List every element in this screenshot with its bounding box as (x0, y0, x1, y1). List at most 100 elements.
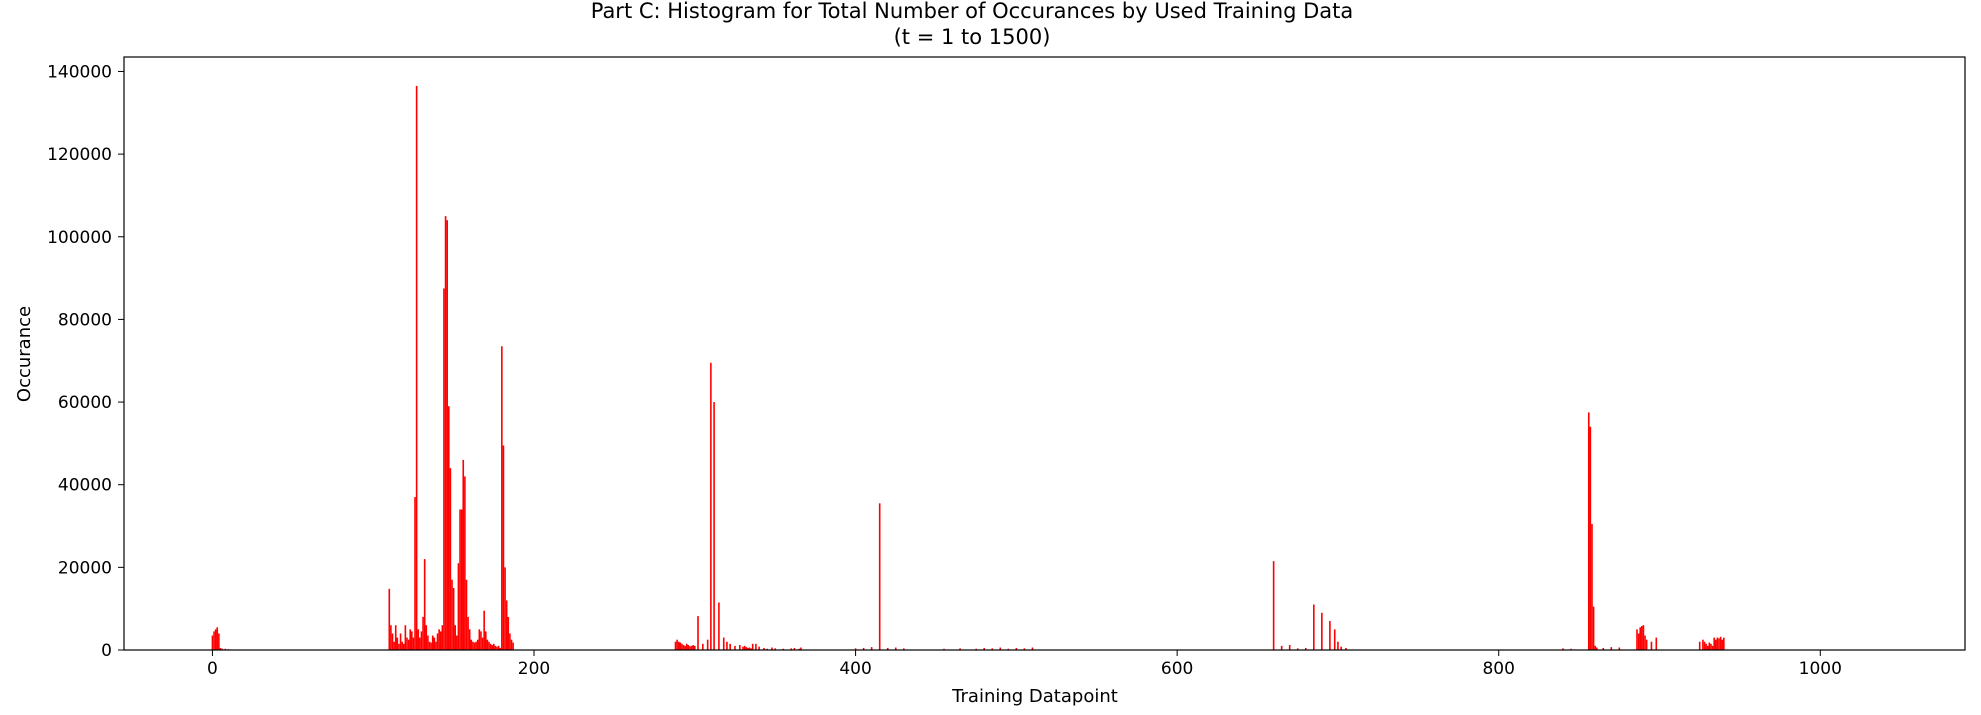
bar-110 (388, 588, 391, 650)
bar-179 (499, 647, 502, 650)
bar-293 (682, 645, 685, 650)
bar-355 (782, 648, 785, 650)
bar-320 (726, 641, 728, 650)
bar-925 (1698, 641, 1701, 650)
bar-291 (679, 642, 682, 650)
bar-173 (489, 643, 492, 650)
bar-330 (742, 646, 744, 650)
bar-120 (404, 625, 407, 650)
bar-415 (878, 503, 881, 650)
bar-142 (439, 631, 442, 650)
bar-675 (1296, 648, 1299, 650)
bar-299 (692, 645, 694, 650)
bar-116 (398, 643, 400, 650)
bar-932 (1710, 643, 1712, 650)
bar-8 (224, 648, 227, 650)
x-axis: 0 200 400 600 800 1000 (207, 650, 1842, 679)
bar-475 (975, 648, 977, 650)
bar-485 (991, 648, 994, 650)
bar-343 (763, 647, 765, 650)
x-tick-label: 600 (1161, 659, 1193, 679)
bar-115 (396, 637, 399, 650)
bar-338 (755, 643, 757, 650)
bar-289 (676, 639, 678, 650)
bar-2 (214, 629, 217, 650)
bar-300 (693, 645, 696, 650)
bar-895 (1650, 641, 1653, 650)
bar-705 (1345, 647, 1347, 650)
bar-940 (1723, 637, 1725, 650)
bar-294 (684, 645, 686, 650)
bar-934 (1713, 637, 1715, 650)
bar-136 (430, 642, 432, 650)
bar-310 (710, 362, 712, 650)
bar-335 (750, 648, 752, 650)
bar-660 (1272, 561, 1275, 650)
bar-455 (943, 648, 945, 650)
bar-148 (449, 468, 452, 650)
bar-292 (681, 643, 683, 650)
bar-665 (1280, 645, 1283, 650)
bar-137 (431, 635, 434, 650)
bar-128 (417, 629, 420, 650)
bar-127 (415, 85, 418, 651)
bar-133 (425, 625, 428, 650)
bar-178 (497, 645, 500, 650)
y-tick-label: 120000 (47, 145, 112, 165)
bar-360 (790, 648, 793, 650)
bar-366 (800, 647, 802, 650)
bar-176 (494, 645, 497, 650)
bar-159 (467, 616, 469, 650)
bar-168 (481, 637, 484, 650)
bar-865 (1602, 647, 1605, 650)
bar-130 (420, 631, 423, 650)
bar-149 (451, 579, 453, 650)
bar-123 (409, 629, 412, 650)
bar-861 (1596, 647, 1598, 650)
bar-670 (1288, 645, 1291, 650)
x-tick-label: 200 (518, 659, 550, 679)
bar-870 (1610, 647, 1613, 650)
bar-334 (748, 647, 751, 650)
bar-146 (446, 220, 448, 651)
bar-875 (1618, 647, 1621, 650)
bar-172 (488, 641, 490, 650)
bar-890 (1642, 625, 1645, 650)
bar-490 (999, 647, 1002, 650)
chart-title-line2: (t = 1 to 1500) (894, 25, 1051, 49)
bar-315 (718, 602, 720, 650)
bar-325 (734, 645, 736, 650)
bar-891 (1644, 635, 1646, 650)
bar-114 (394, 625, 397, 650)
bar-297 (689, 646, 691, 650)
bar-122 (407, 639, 410, 650)
bar-510 (1031, 647, 1034, 650)
bar-690 (1321, 612, 1323, 650)
bar-170 (484, 631, 487, 650)
bar-series (211, 85, 1725, 651)
bar-185 (509, 633, 511, 650)
bar-332 (745, 647, 748, 650)
bar-302 (697, 616, 699, 650)
bar-171 (486, 639, 489, 650)
bar-141 (438, 629, 440, 650)
bar-405 (862, 647, 865, 650)
x-tick-label: 1000 (1799, 659, 1842, 679)
bar-312 (713, 402, 715, 650)
x-tick-label: 0 (207, 659, 218, 679)
y-tick-label: 80000 (58, 310, 112, 330)
bar-152 (456, 635, 458, 650)
bar-886 (1636, 629, 1638, 650)
bar-144 (443, 288, 445, 650)
bar-495 (1007, 648, 1010, 650)
bar-134 (427, 635, 429, 650)
y-tick-label: 20000 (58, 558, 112, 578)
bar-175 (493, 643, 495, 650)
y-axis: 0 20000 40000 60000 80000 100000 120000 140000 (47, 62, 124, 661)
x-tick-label: 800 (1482, 659, 1514, 679)
bar-180 (501, 346, 503, 650)
bar-350 (774, 648, 776, 650)
bar-140 (436, 633, 439, 650)
bar-160 (468, 629, 471, 650)
bar-929 (1705, 643, 1707, 650)
